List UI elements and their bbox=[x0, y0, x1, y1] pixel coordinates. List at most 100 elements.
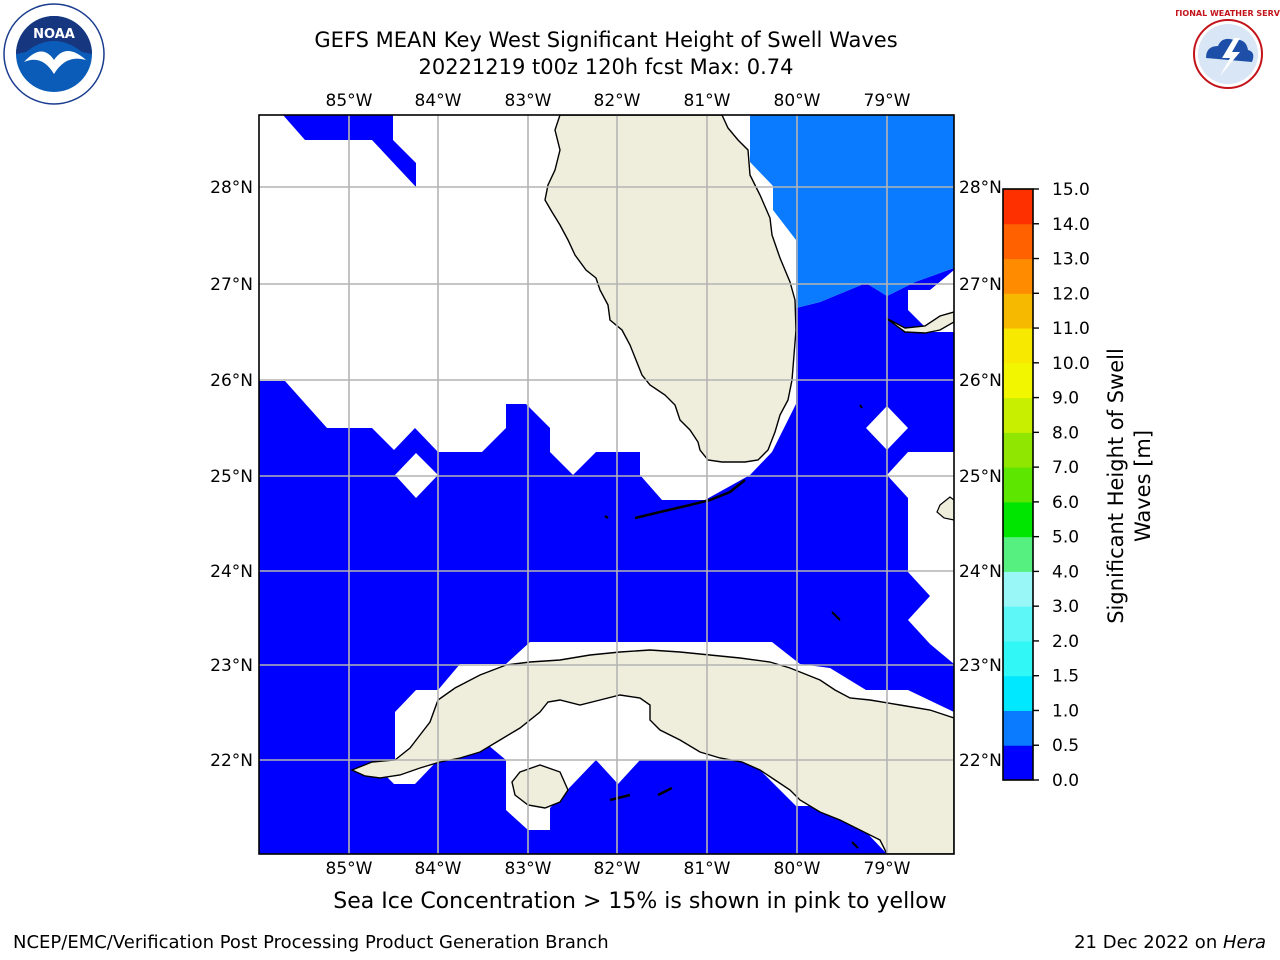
lon-tick-label: 79°W bbox=[864, 91, 911, 111]
land-bahamas bbox=[885, 311, 954, 334]
footer-credit: NCEP/EMC/Verification Post Processing Pr… bbox=[13, 932, 609, 953]
islet bbox=[831, 611, 841, 621]
colorbar-ticks: 0.0 0.5 1.0 1.5 2.0 3.0 4.0 5.0 6.0 7.0 8.0 9.0 10.0… bbox=[1033, 180, 1090, 791]
colorbar-band bbox=[1003, 675, 1033, 711]
lon-labels-top: 85°W 84°W 83°W 82°W 81°W 80°W 79°W bbox=[326, 91, 911, 111]
lon-tick-label: 84°W bbox=[415, 859, 462, 879]
lat-tick-label: 23°N bbox=[210, 656, 253, 676]
nws-logo-text: NATIONAL WEATHER SERVICE bbox=[1176, 9, 1280, 18]
lon-tick-label: 83°W bbox=[505, 91, 552, 111]
lon-tick-label: 81°W bbox=[684, 91, 731, 111]
colorbar-tick-label: 9.0 bbox=[1052, 389, 1079, 409]
colorbar bbox=[1002, 188, 1034, 781]
lat-tick-label: 24°N bbox=[210, 562, 253, 582]
land-cuba bbox=[350, 649, 954, 854]
colorbar-tick-label: 1.5 bbox=[1052, 667, 1079, 687]
lat-tick-label: 22°N bbox=[959, 751, 1002, 771]
lon-tick-label: 82°W bbox=[594, 859, 641, 879]
land-florida bbox=[544, 115, 797, 463]
swell-field-mid bbox=[750, 115, 954, 308]
colorbar-band bbox=[1003, 189, 1033, 225]
colorbar-tick-label: 15.0 bbox=[1052, 180, 1090, 200]
noaa-logo-icon: NOAA bbox=[3, 3, 105, 105]
colorbar-frame bbox=[1002, 188, 1034, 781]
colorbar-band bbox=[1003, 362, 1033, 399]
colorbar-tick-label: 14.0 bbox=[1052, 215, 1090, 235]
sea-ice-note: Sea Ice Concentration > 15% is shown in … bbox=[333, 889, 947, 914]
colorbar-band bbox=[1003, 467, 1033, 503]
colorbar-tick-label: 5.0 bbox=[1052, 528, 1079, 548]
lon-tick-label: 81°W bbox=[684, 859, 731, 879]
colorbar-tick-label: 10.0 bbox=[1052, 354, 1090, 374]
land-andros bbox=[936, 496, 954, 521]
lat-labels-right: 28°N 27°N 26°N 25°N 24°N 23°N 22°N bbox=[959, 178, 1002, 771]
colorbar-band bbox=[1003, 432, 1033, 468]
no-data-region bbox=[887, 452, 954, 664]
colorbar-tick-label: 13.0 bbox=[1052, 250, 1090, 270]
lat-tick-label: 28°N bbox=[210, 178, 253, 198]
lat-tick-label: 26°N bbox=[210, 371, 253, 391]
colorbar-band bbox=[1003, 571, 1033, 607]
islet bbox=[604, 514, 609, 520]
lat-tick-label: 24°N bbox=[959, 562, 1002, 582]
colorbar-tick-label: 12.0 bbox=[1052, 284, 1090, 304]
map-frame bbox=[258, 114, 955, 855]
lat-labels-left: 28°N 27°N 26°N 25°N 24°N 23°N 22°N bbox=[210, 178, 253, 771]
lat-tick-label: 27°N bbox=[959, 275, 1002, 295]
colorbar-label-line1: Significant Height of Swell bbox=[1104, 348, 1128, 624]
colorbar-band bbox=[1003, 223, 1033, 260]
islet bbox=[859, 404, 863, 409]
colorbar-band bbox=[1003, 536, 1033, 572]
lon-tick-label: 82°W bbox=[594, 91, 641, 111]
lat-tick-label: 25°N bbox=[210, 467, 253, 487]
lat-tick-label: 23°N bbox=[959, 656, 1002, 676]
colorbar-tick-label: 2.0 bbox=[1052, 632, 1079, 652]
lat-tick-label: 22°N bbox=[210, 751, 253, 771]
chart-title: GEFS MEAN Key West Significant Height of… bbox=[314, 28, 898, 52]
lon-tick-label: 79°W bbox=[864, 859, 911, 879]
colorbar-band bbox=[1003, 745, 1033, 781]
colorbar-tick-label: 1.0 bbox=[1052, 701, 1079, 721]
colorbar-tick-label: 8.0 bbox=[1052, 423, 1079, 443]
colorbar-tick-label: 6.0 bbox=[1052, 493, 1079, 513]
chart-subtitle: 20221219 t00z 120h fcst Max: 0.74 bbox=[418, 55, 794, 79]
swell-field-top bbox=[283, 115, 416, 187]
footer-date-text: 21 Dec 2022 on bbox=[1074, 932, 1223, 953]
colorbar-band bbox=[1003, 606, 1033, 642]
lon-tick-label: 83°W bbox=[505, 859, 552, 879]
lat-tick-label: 28°N bbox=[959, 178, 1002, 198]
colorbar-tick-label: 0.0 bbox=[1052, 771, 1079, 791]
colorbar-tick-label: 4.0 bbox=[1052, 562, 1079, 582]
land-isla-juventud bbox=[511, 764, 569, 809]
noaa-logo-text: NOAA bbox=[33, 27, 75, 42]
lat-tick-label: 26°N bbox=[959, 371, 1002, 391]
lat-tick-label: 27°N bbox=[210, 275, 253, 295]
footer-date: 21 Dec 2022 on Hera bbox=[1074, 931, 1266, 955]
colorbar-band bbox=[1003, 293, 1033, 329]
colorbar-tick-label: 11.0 bbox=[1052, 319, 1090, 339]
colorbar-band bbox=[1003, 328, 1033, 364]
colorbar-band bbox=[1003, 640, 1033, 677]
colorbar-band bbox=[1003, 258, 1033, 294]
colorbar-tick-label: 3.0 bbox=[1052, 597, 1079, 617]
colorbar-tick-label: 0.5 bbox=[1052, 736, 1079, 756]
colorbar-band bbox=[1003, 501, 1033, 538]
colorbar-tick-label: 7.0 bbox=[1052, 458, 1079, 478]
footer-machine: Hera bbox=[1222, 932, 1266, 953]
islet bbox=[609, 786, 673, 802]
lon-tick-label: 85°W bbox=[326, 91, 373, 111]
map-area bbox=[259, 115, 954, 854]
lon-tick-label: 85°W bbox=[326, 859, 373, 879]
lon-tick-label: 80°W bbox=[774, 91, 821, 111]
florida-keys bbox=[634, 479, 746, 520]
lon-tick-label: 84°W bbox=[415, 91, 462, 111]
nws-logo-icon: NATIONAL WEATHER SERVICE bbox=[1176, 4, 1280, 104]
colorbar-label-line2: Waves [m] bbox=[1131, 430, 1155, 542]
lon-tick-label: 80°W bbox=[774, 859, 821, 879]
colorbar-band bbox=[1003, 710, 1033, 746]
colorbar-band bbox=[1003, 397, 1033, 433]
map-gridlines bbox=[259, 115, 954, 854]
islet bbox=[851, 841, 859, 849]
lon-labels-bottom: 85°W 84°W 83°W 82°W 81°W 80°W 79°W bbox=[326, 859, 911, 879]
